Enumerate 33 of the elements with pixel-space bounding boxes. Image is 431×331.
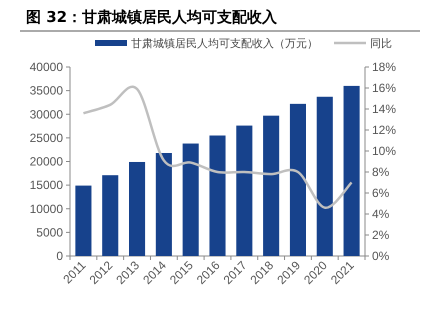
- legend-label: 甘肃城镇居民人均可支配收入（万元）: [131, 37, 318, 50]
- y2-tick-label: 8%: [372, 165, 390, 179]
- y-tick-label: 35000: [30, 84, 64, 98]
- bar: [236, 126, 252, 256]
- y2-tick-label: 4%: [372, 207, 390, 221]
- y2-tick-label: 16%: [372, 81, 396, 95]
- bar: [290, 104, 306, 256]
- y-tick-label: 40000: [30, 60, 64, 74]
- y2-tick-label: 18%: [372, 60, 396, 74]
- chart-title: 图 32：甘肃城镇居民人均可支配收入: [26, 8, 278, 26]
- y2-tick-label: 0%: [372, 249, 390, 263]
- y2-tick-label: 2%: [372, 228, 390, 242]
- bar: [102, 175, 118, 256]
- bar: [316, 96, 333, 256]
- y-tick-label: 10000: [30, 202, 64, 216]
- y-tick-label: 0: [56, 249, 64, 263]
- y2-tick-label: 12%: [372, 123, 396, 137]
- bar: [209, 136, 226, 256]
- y2-tick-label: 6%: [372, 186, 390, 200]
- y-tick-label: 15000: [30, 178, 64, 192]
- y-tick-label: 20000: [30, 154, 64, 168]
- legend-label: 同比: [370, 37, 392, 50]
- bar: [344, 86, 360, 256]
- y2-tick-label: 10%: [372, 144, 396, 158]
- bar: [182, 144, 199, 256]
- bar: [156, 152, 172, 256]
- y-tick-label: 5000: [36, 225, 64, 240]
- y-tick-label: 30000: [30, 107, 64, 122]
- bar: [129, 162, 146, 256]
- y-tick-label: 25000: [30, 130, 64, 145]
- bar: [263, 116, 280, 256]
- y2-tick-label: 14%: [372, 102, 396, 116]
- bar: [75, 186, 92, 256]
